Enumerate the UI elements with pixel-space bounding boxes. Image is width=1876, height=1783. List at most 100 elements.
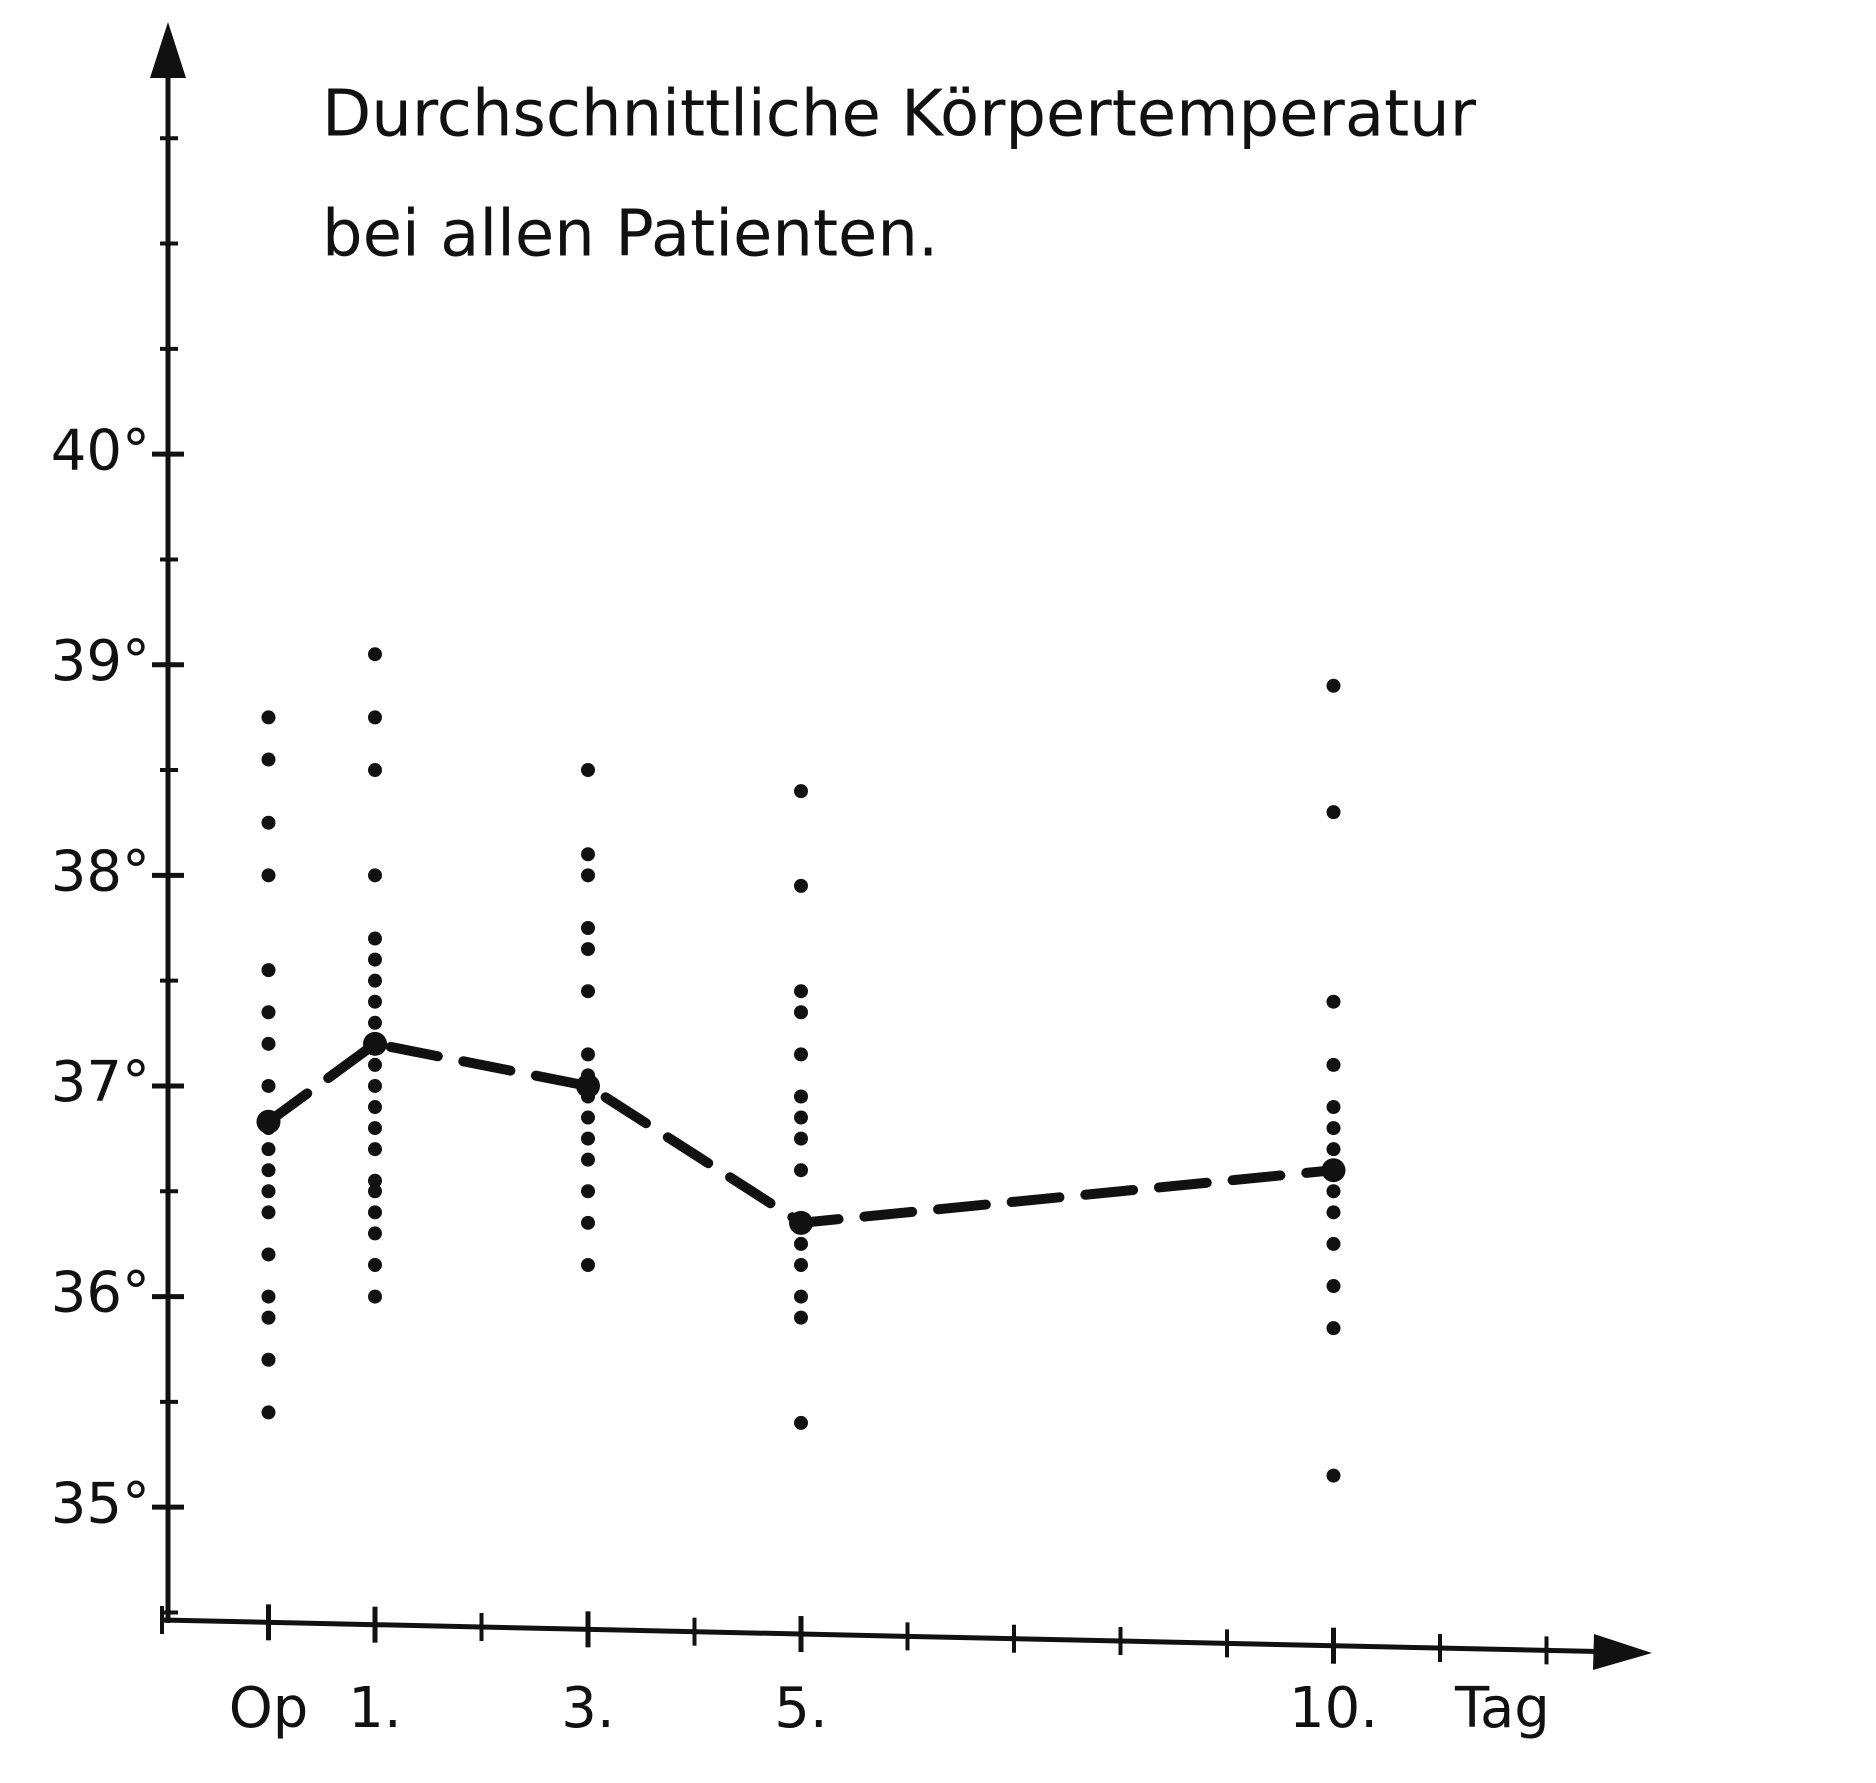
data-point [261,1036,276,1051]
data-point [581,1110,595,1125]
chart-title-line: Durchschnittliche Körpertemperatur [322,78,1477,152]
data-point [261,815,276,830]
data-point [261,1005,276,1020]
x-axis-label: Tag [1454,1676,1550,1741]
data-point [368,1173,382,1188]
y-axis-arrow [150,22,186,78]
data-point [794,1289,808,1304]
x-tick-label: 3. [561,1676,614,1741]
data-point [261,1142,276,1157]
data-point [368,1142,382,1157]
data-point [368,952,382,967]
data-point [581,984,595,999]
data-point [1326,1321,1341,1336]
data-point [368,1184,382,1199]
data-point [1326,1205,1341,1220]
data-point [794,1163,808,1178]
data-point [261,1205,276,1220]
data-point [794,984,808,999]
data-point [368,1078,382,1093]
data-point [794,1415,808,1430]
data-point [261,710,276,725]
data-point [794,1089,808,1104]
x-axis [161,1617,1621,1655]
data-point [794,1110,808,1125]
data-point [261,752,276,767]
data-point [1326,1142,1341,1157]
data-point [1326,678,1341,693]
data-point [261,1163,276,1178]
y-tick-label: 38° [51,839,150,904]
chart-title-line: bei allen Patienten. [322,198,938,272]
mean-point [256,1109,281,1134]
data-point [794,1131,808,1146]
data-point [794,878,808,893]
data-point [581,921,595,936]
x-tick-label: 5. [774,1676,827,1741]
data-point [1326,1468,1341,1483]
data-point [1326,1184,1341,1199]
data-point [261,1078,276,1093]
data-point [368,1205,382,1220]
data-point [794,1005,808,1020]
data-point [794,784,808,799]
data-point [261,868,276,883]
y-tick-label: 36° [51,1261,150,1326]
data-point [368,1121,382,1136]
data-point [581,1152,595,1167]
mean-point [789,1210,813,1235]
mean-point [1321,1158,1346,1183]
data-point [368,868,382,883]
data-point [1326,1121,1341,1136]
x-axis-arrow [1593,1634,1652,1670]
data-point [368,710,382,725]
data-point [1326,1057,1341,1072]
data-point [261,1310,276,1325]
data-point [581,942,595,957]
x-tick-label: Op [229,1676,309,1741]
data-point [581,1184,595,1199]
data-point [1326,1236,1341,1251]
data-point [581,1131,595,1146]
data-point [261,1352,276,1367]
data-point [261,963,276,978]
data-point [368,1100,382,1115]
data-point [368,931,382,946]
data-point [581,763,595,778]
x-tick-label: 10. [1289,1676,1378,1741]
data-point [368,973,382,988]
data-point [794,1310,808,1325]
data-point [368,1015,382,1030]
data-point [368,1257,382,1272]
data-point [581,1257,595,1272]
mean-point [576,1073,600,1098]
data-point [581,847,595,862]
data-point [261,1184,276,1199]
data-point [581,1215,595,1230]
data-point [1326,1100,1341,1115]
y-tick-label: 35° [51,1471,150,1536]
data-point [1326,1279,1341,1294]
data-point [368,1057,382,1072]
data-point [368,1226,382,1241]
data-point [1326,805,1341,820]
data-point [794,1047,808,1062]
data-point [368,763,382,778]
data-point [581,868,595,883]
mean-point [363,1031,387,1056]
data-point [261,1289,276,1304]
data-point [261,1405,276,1420]
mean-line [263,1038,1339,1228]
x-tick-label: 1. [348,1676,401,1741]
y-tick-label: 40° [51,418,150,483]
data-point [368,1289,382,1304]
data-point [794,1236,808,1251]
data-point [261,1247,276,1262]
y-tick-label: 37° [51,1050,150,1115]
data-point [368,994,382,1009]
data-point [794,1257,808,1272]
data-point [368,647,382,662]
data-point [581,1047,595,1062]
